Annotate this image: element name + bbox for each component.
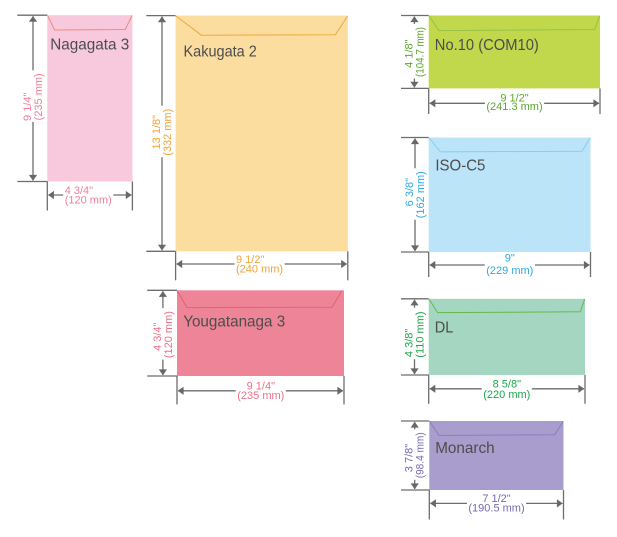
svg-text:7 1/2"(190.5 mm): 7 1/2" (190.5 mm) — [468, 493, 524, 514]
svg-text:Monarch: Monarch — [435, 440, 494, 457]
svg-text:9 1/4"(235 mm): 9 1/4"(235 mm) — [237, 380, 284, 401]
svg-text:8 5/8"(220 mm): 8 5/8" (220 mm) — [483, 378, 530, 401]
svg-text:ISO-C5: ISO-C5 — [435, 157, 485, 174]
svg-text:13 1/8"(332 mm): 13 1/8"(332 mm) — [151, 109, 174, 156]
svg-text:4 3/4"(120 mm): 4 3/4"(120 mm) — [65, 185, 112, 207]
svg-text:Kakugata 2: Kakugata 2 — [184, 44, 257, 61]
svg-text:Yougatanaga 3: Yougatanaga 3 — [183, 314, 285, 331]
svg-text:4 3/4"(120 mm): 4 3/4"(120 mm) — [152, 311, 175, 358]
svg-text:9 1/2"(241.3 mm): 9 1/2" (241.3 mm) — [486, 93, 542, 114]
svg-text:9 1/4"(235 mm): 9 1/4"(235 mm) — [22, 73, 45, 121]
svg-text:4 1/8"(104.7 mm): 4 1/8"(104.7 mm) — [403, 27, 426, 77]
svg-text:DL: DL — [435, 319, 454, 336]
svg-text:6 3/8"(162 mm): 6 3/8"(162 mm) — [404, 171, 427, 218]
svg-text:9"(229 mm): 9" (229 mm) — [486, 253, 533, 277]
svg-text:3 7/8"(98.4 mm): 3 7/8"(98.4 mm) — [404, 432, 427, 478]
svg-text:4 3/8"(110 mm): 4 3/8"(110 mm) — [404, 311, 427, 357]
svg-text:No.10 (COM10): No.10 (COM10) — [435, 37, 539, 54]
svg-text:Nagagata 3: Nagagata 3 — [50, 37, 129, 54]
svg-text:9 1/2"(240 mm): 9 1/2" (240 mm) — [236, 254, 283, 275]
